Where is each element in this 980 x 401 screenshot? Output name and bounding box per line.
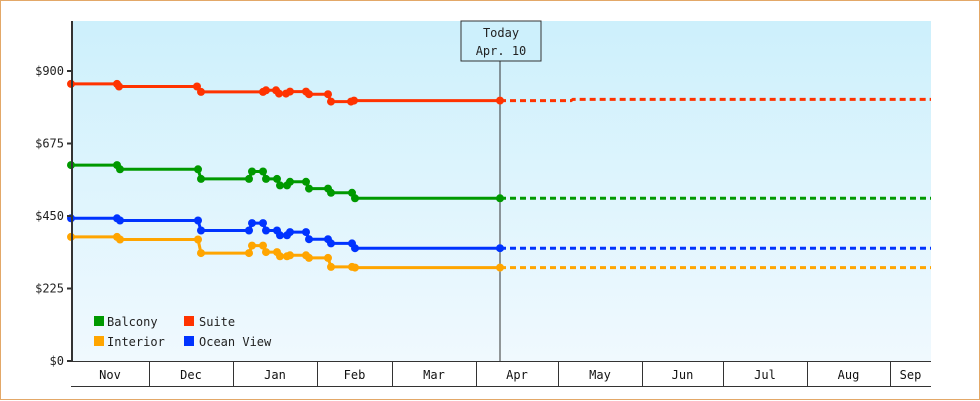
data-point-balcony[interactable] bbox=[351, 194, 359, 203]
data-point-ocean-view[interactable] bbox=[276, 231, 284, 240]
data-point-suite[interactable] bbox=[327, 97, 335, 106]
data-point-ocean-view[interactable] bbox=[259, 219, 267, 228]
month-label: Jul bbox=[754, 368, 776, 382]
legend-swatch-interior bbox=[94, 336, 104, 346]
data-point-balcony[interactable] bbox=[302, 177, 310, 186]
legend: Balcony Suite Interior Ocean View bbox=[94, 315, 272, 349]
y-axis-ticks: $0 $225 $450 $675 $900 bbox=[35, 64, 72, 368]
data-point-ocean-view[interactable] bbox=[496, 244, 504, 253]
legend-swatch-ocean-view bbox=[184, 336, 194, 346]
data-point-suite[interactable] bbox=[115, 82, 123, 91]
month-label: Jun bbox=[672, 368, 694, 382]
data-point-interior[interactable] bbox=[194, 235, 202, 244]
data-point-suite[interactable] bbox=[197, 87, 205, 96]
y-tick-label: $900 bbox=[35, 64, 64, 78]
month-label: Jan bbox=[264, 368, 286, 382]
y-tick-label: $225 bbox=[35, 282, 64, 296]
data-point-interior[interactable] bbox=[259, 241, 267, 250]
data-point-interior[interactable] bbox=[276, 252, 284, 261]
data-point-ocean-view[interactable] bbox=[194, 216, 202, 225]
data-point-balcony[interactable] bbox=[194, 165, 202, 174]
data-point-balcony[interactable] bbox=[327, 188, 335, 197]
y-tick-label: $675 bbox=[35, 137, 64, 151]
month-label: May bbox=[589, 368, 611, 382]
data-point-ocean-view[interactable] bbox=[286, 228, 294, 237]
month-label: Sep bbox=[900, 368, 922, 382]
legend-swatch-balcony bbox=[94, 316, 104, 326]
plot-area bbox=[71, 21, 931, 361]
data-point-suite[interactable] bbox=[496, 96, 504, 105]
data-point-ocean-view[interactable] bbox=[262, 226, 270, 235]
data-point-balcony[interactable] bbox=[248, 167, 256, 176]
month-label: Feb bbox=[344, 368, 366, 382]
month-label: Dec bbox=[180, 368, 202, 382]
data-point-ocean-view[interactable] bbox=[116, 216, 124, 225]
series-projection-suite bbox=[500, 97, 931, 103]
data-point-interior[interactable] bbox=[496, 263, 504, 272]
data-point-ocean-view[interactable] bbox=[197, 226, 205, 235]
data-point-interior[interactable] bbox=[286, 251, 294, 260]
legend-swatch-suite bbox=[184, 316, 194, 326]
legend-label-ocean-view: Ocean View bbox=[199, 335, 272, 349]
data-points-layer bbox=[67, 79, 504, 272]
data-point-ocean-view[interactable] bbox=[248, 219, 256, 228]
today-marker: Today Apr. 10 bbox=[460, 20, 542, 361]
data-point-suite[interactable] bbox=[324, 90, 332, 99]
data-point-ocean-view[interactable] bbox=[351, 244, 359, 253]
month-label: Apr bbox=[506, 368, 528, 382]
data-point-balcony[interactable] bbox=[259, 167, 267, 176]
data-point-ocean-view[interactable] bbox=[245, 226, 253, 235]
data-point-balcony[interactable] bbox=[245, 174, 253, 183]
data-point-interior[interactable] bbox=[305, 253, 313, 262]
data-point-balcony[interactable] bbox=[276, 181, 284, 190]
today-date: Apr. 10 bbox=[476, 44, 527, 58]
data-point-interior[interactable] bbox=[245, 249, 253, 258]
data-point-suite[interactable] bbox=[286, 87, 294, 96]
y-tick-label: $450 bbox=[35, 209, 64, 223]
data-point-interior[interactable] bbox=[262, 248, 270, 257]
legend-label-interior: Interior bbox=[107, 335, 165, 349]
legend-label-suite: Suite bbox=[199, 315, 235, 329]
data-point-balcony[interactable] bbox=[116, 165, 124, 174]
data-point-ocean-view[interactable] bbox=[302, 228, 310, 237]
data-point-interior[interactable] bbox=[327, 262, 335, 271]
month-label: Nov bbox=[99, 368, 121, 382]
data-point-interior[interactable] bbox=[324, 253, 332, 262]
data-point-suite[interactable] bbox=[305, 90, 313, 99]
legend-label-balcony: Balcony bbox=[107, 315, 158, 329]
month-label: Aug bbox=[838, 368, 860, 382]
data-point-suite[interactable] bbox=[262, 86, 270, 95]
data-point-interior[interactable] bbox=[351, 263, 359, 272]
data-point-balcony[interactable] bbox=[496, 194, 504, 203]
data-point-interior[interactable] bbox=[248, 241, 256, 250]
data-point-balcony[interactable] bbox=[305, 184, 313, 193]
data-point-ocean-view[interactable] bbox=[327, 239, 335, 248]
data-point-suite[interactable] bbox=[275, 89, 283, 98]
data-point-balcony[interactable] bbox=[273, 174, 281, 183]
data-point-balcony[interactable] bbox=[262, 174, 270, 183]
x-axis-months: Nov Dec Jan Feb Mar Apr May Jun Jul Aug Sep bbox=[99, 362, 921, 386]
today-label: Today bbox=[483, 26, 519, 40]
data-point-balcony[interactable] bbox=[197, 174, 205, 183]
y-tick-label: $0 bbox=[50, 354, 64, 368]
today-box bbox=[460, 20, 542, 62]
data-point-interior[interactable] bbox=[116, 235, 124, 244]
data-point-suite[interactable] bbox=[350, 96, 358, 105]
data-point-ocean-view[interactable] bbox=[305, 235, 313, 244]
month-label: Mar bbox=[423, 368, 445, 382]
data-point-interior[interactable] bbox=[197, 249, 205, 258]
data-point-balcony[interactable] bbox=[286, 177, 294, 186]
